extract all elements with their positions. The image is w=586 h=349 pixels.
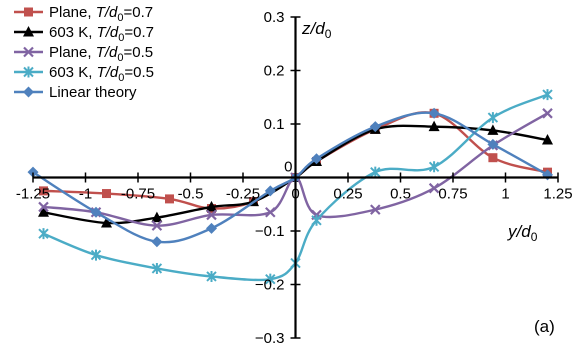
series-2-point xyxy=(38,201,49,213)
y-tick-label: −0.1 xyxy=(255,223,285,240)
legend-marker-4 xyxy=(23,86,34,98)
y-axis-label-sub: 0 xyxy=(325,27,332,41)
x-tick-label: 1 xyxy=(501,186,509,203)
series-0-point xyxy=(39,186,48,196)
series-0-point xyxy=(165,194,174,204)
series-3-point xyxy=(151,262,163,274)
series-2-point xyxy=(428,182,440,194)
series-4-point xyxy=(264,185,276,197)
series-4-point xyxy=(369,121,381,133)
series-3-point xyxy=(428,161,440,173)
x-tick-label: -0.75 xyxy=(121,186,155,203)
x-tick-label: -1.25 xyxy=(16,186,50,203)
x-tick-label: -1 xyxy=(79,186,92,203)
series-1-point xyxy=(487,124,499,135)
series-0-point xyxy=(102,189,111,199)
series-2-point xyxy=(265,206,276,218)
x-axis-label: y/d0 xyxy=(507,222,538,244)
x-tick-label: 1.25 xyxy=(543,186,572,203)
y-tick-label: 0.3 xyxy=(264,9,285,26)
y-tick-label: 0.1 xyxy=(264,116,285,133)
series-1-point xyxy=(151,211,163,223)
series-0-point xyxy=(488,153,498,163)
series-4-point xyxy=(151,236,163,248)
series-4-point xyxy=(206,222,217,234)
legend-marker-2 xyxy=(23,46,34,58)
series-1-point xyxy=(428,120,440,132)
series-3-point xyxy=(542,89,553,101)
x-tick-label: 0.25 xyxy=(333,186,362,203)
series-3-point xyxy=(487,112,499,124)
series-4-point xyxy=(311,153,322,165)
y-tick-label: 0.2 xyxy=(264,63,285,80)
legend-marker-0 xyxy=(24,7,33,17)
series-2-point xyxy=(206,209,217,221)
x-tick-label: 0.5 xyxy=(390,186,411,203)
x-axis-label-main: y/d xyxy=(507,222,531,241)
x-tick-label: -0.25 xyxy=(226,186,260,203)
series-4-point xyxy=(27,166,39,178)
x-tick-label: -0.5 xyxy=(178,186,204,203)
y-axis-label: z/d0 xyxy=(301,19,332,41)
series-3-point xyxy=(90,249,102,261)
y-axis-label-main: z/d xyxy=(301,19,325,38)
series-4-point xyxy=(487,138,499,150)
legend-marker-1 xyxy=(23,26,34,37)
series-3-point xyxy=(370,166,381,178)
y-tick-label-zero: 0 xyxy=(284,159,292,176)
series-4-point xyxy=(90,206,102,218)
y-tick-label: −0.2 xyxy=(255,277,285,294)
x-axis-label-sub: 0 xyxy=(531,230,538,244)
legend-entry-1: 603 K, T/d0=0.7 xyxy=(49,24,154,44)
x-tick-label: 0 xyxy=(291,186,299,203)
series-layer xyxy=(27,89,553,285)
legend-entry-2: Plane, T/d0=0.5 xyxy=(49,44,153,64)
series-3-point xyxy=(206,270,217,282)
legend-entry-3: 603 K, T/d0=0.5 xyxy=(49,64,154,84)
series-3-point xyxy=(265,273,276,285)
series-1-point xyxy=(38,206,49,217)
series-1-point xyxy=(206,200,217,212)
legend-marker-3 xyxy=(23,66,34,78)
series-3-point xyxy=(311,214,322,226)
series-2-point xyxy=(151,220,163,231)
series-3-point xyxy=(38,228,49,240)
series-1-point xyxy=(101,216,112,228)
ticks-layer: -1.25 -1 -0.75 -0.5 -0.25 0 0.25 0.5 0.75 1 1.25 −0… xyxy=(16,9,573,347)
series-4-point xyxy=(428,107,440,119)
y-tick-label: −0.3 xyxy=(255,330,285,347)
series-2-point xyxy=(542,108,553,119)
series-2-point xyxy=(370,204,381,215)
legend-entry-0: Plane, T/d0=0.7 xyxy=(49,4,153,24)
legend-entry-4: Linear theory xyxy=(49,84,137,101)
series-1-point xyxy=(542,134,553,145)
x-tick-label: 0.75 xyxy=(438,186,467,203)
panel-label: (a) xyxy=(534,317,555,336)
